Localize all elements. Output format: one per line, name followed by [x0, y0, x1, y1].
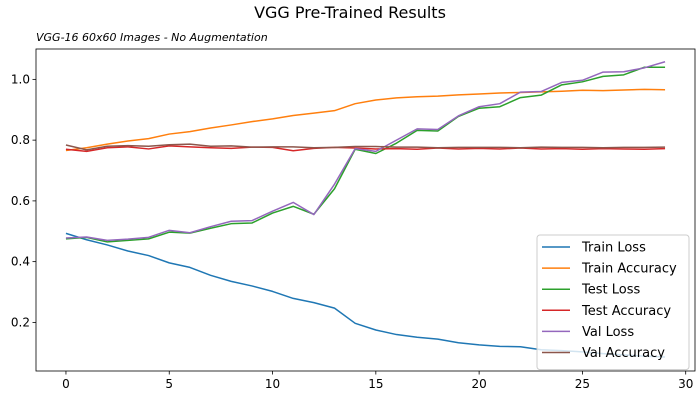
x-tick-label: 10	[265, 377, 280, 391]
y-tick-label: 0.4	[11, 255, 30, 269]
legend-label-0: Train Loss	[581, 241, 646, 256]
chart-title: VGG Pre-Trained Results	[254, 3, 446, 22]
y-tick-label: 0.2	[11, 315, 30, 329]
legend-label-1: Train Accuracy	[581, 262, 677, 277]
x-tick-label: 30	[678, 377, 693, 391]
legend-label-3: Test Accuracy	[581, 304, 671, 319]
series-line-2	[65, 66, 666, 243]
y-tick-label: 1.0	[11, 72, 30, 86]
axes: 0 5 10 15 20 25 30 0.2 0.4 0.6 0.8 1.0	[11, 48, 696, 391]
series-line-1	[65, 88, 666, 152]
axes-frame	[35, 48, 696, 372]
x-tick-label: 0	[62, 377, 70, 391]
y-tick-label: 0.6	[11, 194, 30, 208]
y-tick-label: 0.8	[11, 133, 30, 147]
series-line-4	[65, 61, 666, 242]
x-tick-label: 5	[165, 377, 173, 391]
series-line-5	[65, 143, 666, 151]
x-tick-label: 15	[368, 377, 383, 391]
legend-label-5: Val Accuracy	[582, 346, 665, 361]
legend: Train Loss Train Accuracy Test Loss Test Ac…	[536, 234, 690, 371]
chart-subtitle: VGG-16 60x60 Images - No Augmentation	[36, 31, 268, 44]
legend-box	[536, 234, 690, 371]
x-tick-label: 20	[471, 377, 486, 391]
x-tick-label: 25	[575, 377, 590, 391]
legend-label-2: Test Loss	[581, 283, 640, 298]
legend-label-4: Val Loss	[582, 325, 634, 340]
series-line-3	[65, 145, 666, 153]
